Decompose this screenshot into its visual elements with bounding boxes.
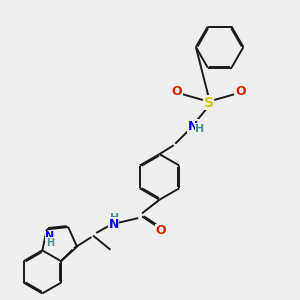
Text: O: O xyxy=(235,85,245,98)
Text: N: N xyxy=(188,120,198,133)
Text: H: H xyxy=(195,124,204,134)
Text: O: O xyxy=(172,85,182,98)
Text: O: O xyxy=(156,224,167,237)
Text: N: N xyxy=(45,231,55,241)
Text: H: H xyxy=(46,238,54,248)
Text: H: H xyxy=(110,213,119,223)
Text: S: S xyxy=(204,95,214,110)
Text: N: N xyxy=(108,218,119,231)
